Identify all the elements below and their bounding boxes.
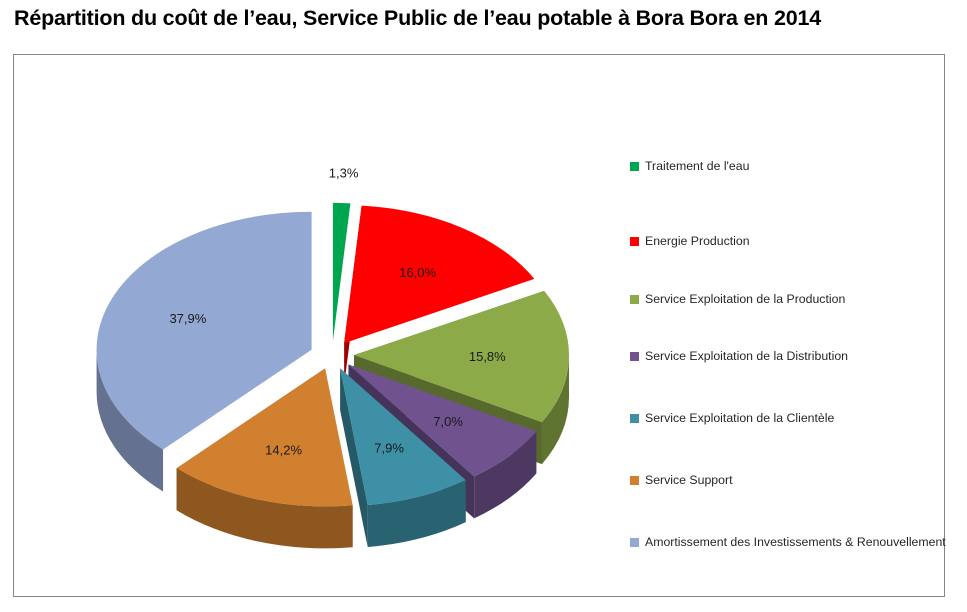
slice-label-support: 14,2% [265, 443, 302, 458]
legend-item-support[interactable]: Service Support [630, 472, 733, 488]
pie-slice-side-support [176, 468, 353, 549]
pie-slice-side-clientele [367, 480, 466, 547]
legend-swatch-energie [630, 236, 639, 246]
legend-swatch-support [630, 475, 639, 485]
legend-item-amortissement[interactable]: Amortissement des Investissements & Reno… [630, 534, 946, 550]
pie-chart-plot-area: 1,3% 16,0% 15,8% 7,0% 7,9% 14,2% 37,9% [14, 55, 634, 596]
legend-item-traitement[interactable]: Traitement de l'eau [630, 158, 749, 174]
legend-item-production-exploit[interactable]: Service Exploitation de la Production [630, 291, 845, 307]
pie-slice-side-production-exploit [541, 355, 569, 465]
slice-label-energie: 16,0% [399, 265, 436, 280]
pie-3d-tops [96, 202, 569, 507]
page-title: Répartition du coût de l’eau, Service Pu… [14, 6, 822, 30]
legend-swatch-amortissement [630, 537, 639, 547]
legend-label-production-exploit: Service Exploitation de la Production [645, 291, 846, 306]
slice-label-distribution: 7,0% [433, 414, 463, 429]
pie-chart-svg: 1,3% 16,0% 15,8% 7,0% 7,9% 14,2% 37,9% [96, 166, 569, 549]
legend-label-energie: Energie Production [645, 233, 750, 248]
slice-label-clientele: 7,9% [374, 441, 404, 456]
legend-swatch-clientele [630, 413, 639, 423]
legend-label-amortissement: Amortissement des Investissements & Reno… [645, 534, 946, 549]
legend-item-energie[interactable]: Energie Production [630, 233, 750, 249]
pie-slice-clientele[interactable] [340, 368, 466, 505]
slice-label-traitement: 1,3% [329, 166, 359, 181]
slice-label-production-exploit: 15,8% [469, 349, 506, 364]
pie-slice-distribution[interactable] [348, 364, 537, 477]
pie-slice-side-clientele [340, 368, 368, 547]
chart-frame: 1,3% 16,0% 15,8% 7,0% 7,9% 14,2% 37,9% T… [13, 54, 946, 597]
legend-label-traitement: Traitement de l'eau [645, 158, 750, 173]
pie-slice-side-amortissement [96, 349, 164, 492]
legend-swatch-production-exploit [630, 294, 639, 304]
legend-swatch-distribution [630, 351, 639, 361]
legend-label-distribution: Service Exploitation de la Distribution [645, 348, 849, 363]
slice-label-amortissement: 37,9% [169, 311, 206, 326]
legend-swatch-traitement [630, 161, 639, 171]
pie-slice-production-exploit[interactable] [353, 290, 569, 423]
pie-slice-side-distribution [474, 431, 537, 519]
legend-label-support: Service Support [645, 472, 733, 487]
legend-label-clientele: Service Exploitation de la Clientèle [645, 410, 835, 425]
legend-item-clientele[interactable]: Service Exploitation de la Clientèle [630, 410, 834, 426]
pie-slice-energie[interactable] [344, 205, 535, 344]
legend-item-distribution[interactable]: Service Exploitation de la Distribution [630, 348, 848, 364]
pie-slice-amortissement[interactable] [96, 211, 312, 450]
chart-legend: Traitement de l'eau Energie Production S… [616, 55, 946, 596]
pie-slice-support[interactable] [176, 368, 353, 507]
pie-slice-traitement[interactable] [332, 202, 351, 341]
